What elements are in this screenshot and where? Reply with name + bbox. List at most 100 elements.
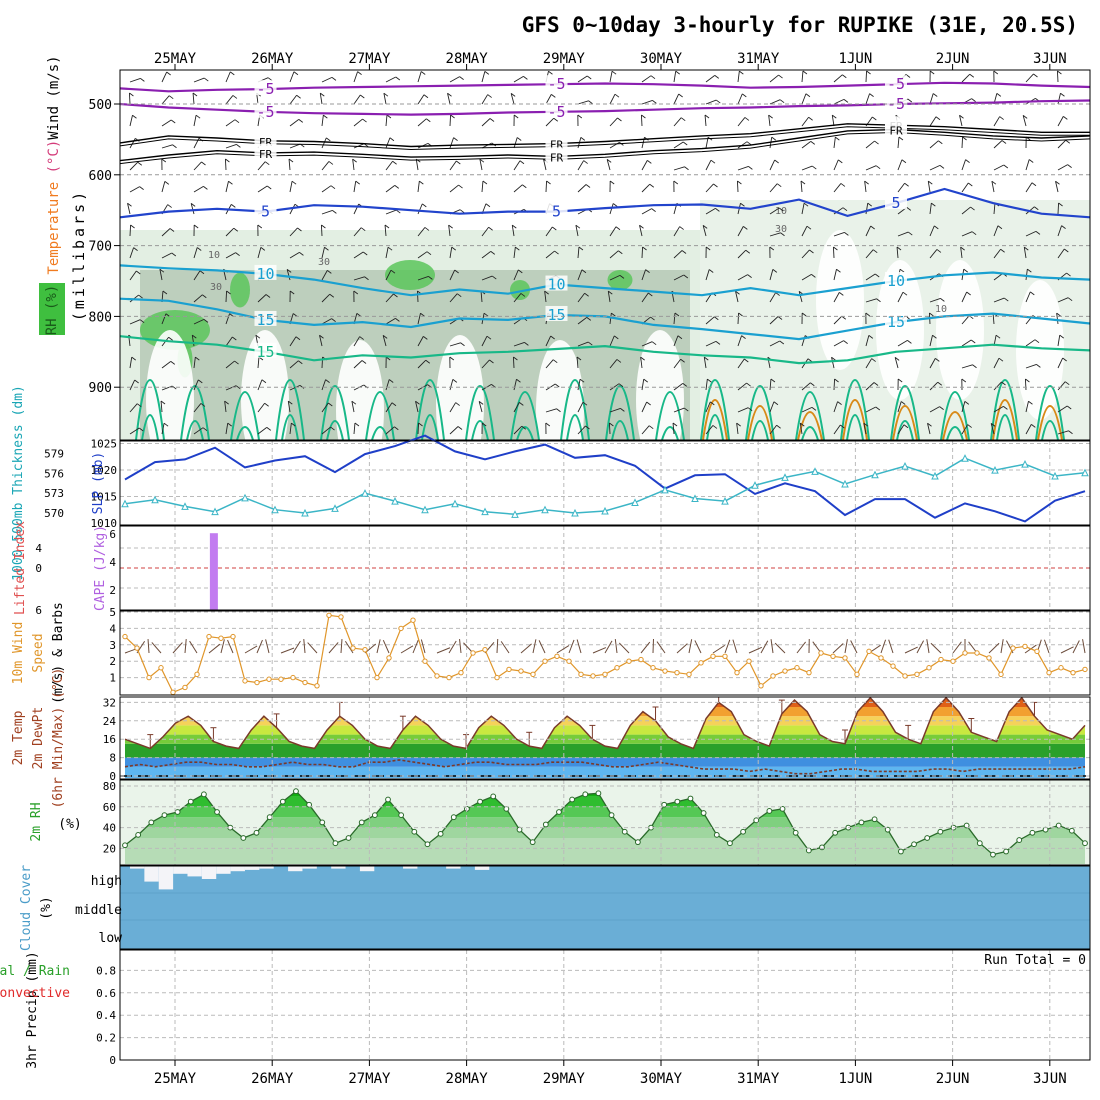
wind-barb xyxy=(449,114,452,127)
wind-barb xyxy=(641,208,652,215)
wind-barb-flag xyxy=(1066,272,1071,277)
wind-barb-flag xyxy=(928,180,933,185)
wind-barb xyxy=(768,115,771,127)
wind-barb-flag xyxy=(356,313,362,317)
wind-barb xyxy=(641,379,645,391)
y-axis-label: (millibars) xyxy=(70,189,88,321)
wind-barb xyxy=(172,642,183,654)
wind-barb-flag xyxy=(478,401,484,405)
wind-barb xyxy=(1025,339,1036,347)
wind-barb-flag xyxy=(803,202,809,207)
slp-tick-label: 1025 xyxy=(91,438,118,451)
wind-barb xyxy=(801,273,812,281)
cloud-gap xyxy=(187,866,202,877)
wind-barb-flag xyxy=(1065,139,1071,144)
wind-barb xyxy=(641,183,651,193)
wind-barb-flag xyxy=(648,292,653,297)
wind-barb-flag xyxy=(331,318,336,323)
wind-barb xyxy=(609,93,616,105)
wind-barb xyxy=(801,141,812,149)
wind-barb-flag xyxy=(382,335,388,339)
wind-barb-flag xyxy=(807,358,813,363)
wind-barb xyxy=(577,184,587,193)
wind-barb-flag xyxy=(551,94,556,98)
rh-point xyxy=(897,848,904,855)
wind-barb-flag xyxy=(424,227,430,231)
wind-speed-point xyxy=(470,650,476,656)
wind-barb-flag xyxy=(234,119,240,124)
temp-column-contour xyxy=(326,420,344,440)
wind-barb-flag xyxy=(735,290,740,295)
rh-label: 10 xyxy=(775,206,787,217)
rh-gap xyxy=(336,340,384,440)
wind-barb-flag xyxy=(682,141,688,146)
wind-barb xyxy=(576,357,579,369)
wind-barb-flag xyxy=(580,137,586,141)
temperature-axis-label: (6hr Min/Max) (°C) xyxy=(51,668,66,809)
axis-label-group: 2m Temp xyxy=(11,710,26,765)
wind-barb-flag xyxy=(448,224,453,229)
wind-barb xyxy=(609,141,620,149)
wind-barb xyxy=(929,297,941,303)
contour-label: FR xyxy=(550,151,564,164)
wind-barb xyxy=(376,639,381,654)
wind-speed-point xyxy=(1058,665,1064,671)
wind-barb xyxy=(929,116,937,127)
wind-barb xyxy=(257,379,263,391)
rh-band xyxy=(125,838,1085,864)
wind-barb-flag xyxy=(809,249,814,254)
wind-barb xyxy=(673,93,680,105)
temp-column-contour xyxy=(661,426,679,440)
wind-barb xyxy=(798,291,803,303)
rh-point xyxy=(332,840,339,847)
wind-barb xyxy=(129,186,140,193)
wind-barb xyxy=(673,117,682,127)
wind-barb-flag xyxy=(587,341,593,346)
wind-barb-flag xyxy=(969,73,975,78)
wind-barb-flag xyxy=(426,251,432,256)
wind-barb xyxy=(608,422,611,435)
wind-barb xyxy=(577,379,581,391)
wind-barb-flag xyxy=(257,224,263,229)
wind-barb-flag xyxy=(1057,70,1062,75)
wind-barb-flag xyxy=(352,158,357,163)
wind-barb xyxy=(385,317,396,325)
wind-barb-flag xyxy=(233,227,239,232)
wind-speed-point xyxy=(890,663,896,669)
wind-barb-flag xyxy=(737,180,742,185)
wind-barb xyxy=(436,647,451,654)
rh-point xyxy=(477,798,483,805)
axis-label-group: RH (%) xyxy=(44,285,60,336)
wind-speed-point xyxy=(230,633,236,640)
wind-barb-flag xyxy=(836,268,841,273)
rh-band xyxy=(125,827,1085,838)
wind-barb-flag xyxy=(585,184,591,188)
rh-tick-label: 80 xyxy=(103,780,116,793)
wind-barb xyxy=(1057,93,1061,105)
wind-barb xyxy=(897,291,904,303)
wind-barb xyxy=(1057,405,1068,413)
wind-barb-flag xyxy=(811,406,817,411)
wind-speed-point xyxy=(386,655,392,661)
wind-barb-flag xyxy=(832,114,837,119)
wind-barb xyxy=(129,357,133,369)
wind-barb xyxy=(577,425,586,435)
wind-speed-point xyxy=(1034,648,1040,655)
rh-gap xyxy=(936,260,984,400)
wind-barb xyxy=(990,423,995,435)
cloud-gap xyxy=(201,866,217,879)
wind-speed-point xyxy=(614,665,620,671)
temp-column-contour xyxy=(320,385,350,440)
wind-barb xyxy=(1057,335,1061,347)
wind-barb xyxy=(385,160,393,171)
rh-point xyxy=(687,795,694,802)
wind-barb xyxy=(147,638,150,654)
cloud-gap xyxy=(158,866,174,890)
thickness-point xyxy=(901,462,909,470)
wind-barb xyxy=(513,425,523,435)
wind-barb-flag xyxy=(616,359,622,363)
wind-barb-flag xyxy=(991,180,997,185)
rh-point xyxy=(490,793,497,800)
wind-barb xyxy=(641,292,649,303)
wind-barb xyxy=(129,319,141,325)
